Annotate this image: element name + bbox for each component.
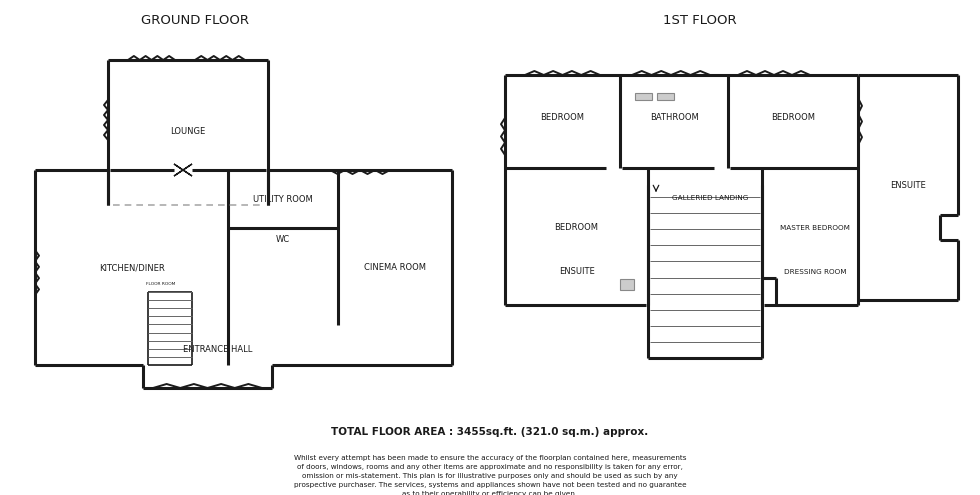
Text: WC: WC xyxy=(276,236,290,245)
Text: 1ST FLOOR: 1ST FLOOR xyxy=(663,13,737,27)
Text: CINEMA ROOM: CINEMA ROOM xyxy=(364,263,426,273)
Bar xyxy=(620,279,634,290)
Bar xyxy=(657,93,674,100)
Text: GALLERIED LANDING: GALLERIED LANDING xyxy=(672,195,748,201)
Text: BATHROOM: BATHROOM xyxy=(650,113,699,122)
Text: FLOOR ROOM: FLOOR ROOM xyxy=(146,282,175,286)
Text: BEDROOM: BEDROOM xyxy=(541,113,584,122)
Text: LOUNGE: LOUNGE xyxy=(171,128,206,137)
Polygon shape xyxy=(174,164,192,170)
Text: TOTAL FLOOR AREA : 3455sq.ft. (321.0 sq.m.) approx.: TOTAL FLOOR AREA : 3455sq.ft. (321.0 sq.… xyxy=(331,427,649,437)
Text: KITCHEN/DINER: KITCHEN/DINER xyxy=(99,263,165,273)
Text: BEDROOM: BEDROOM xyxy=(555,224,599,233)
Polygon shape xyxy=(174,170,192,176)
Bar xyxy=(635,93,652,100)
Text: MASTER BEDROOM: MASTER BEDROOM xyxy=(780,225,850,231)
Text: ENTRANCE HALL: ENTRANCE HALL xyxy=(183,346,252,354)
Text: BEDROOM: BEDROOM xyxy=(771,113,815,122)
Text: ENSUITE: ENSUITE xyxy=(890,181,926,190)
Text: DRESSING ROOM: DRESSING ROOM xyxy=(784,269,847,275)
Text: UTILITY ROOM: UTILITY ROOM xyxy=(253,196,313,204)
Text: Whilst every attempt has been made to ensure the accuracy of the floorplan conta: Whilst every attempt has been made to en… xyxy=(294,455,686,495)
Text: ENSUITE: ENSUITE xyxy=(559,267,595,277)
Text: GROUND FLOOR: GROUND FLOOR xyxy=(141,13,249,27)
